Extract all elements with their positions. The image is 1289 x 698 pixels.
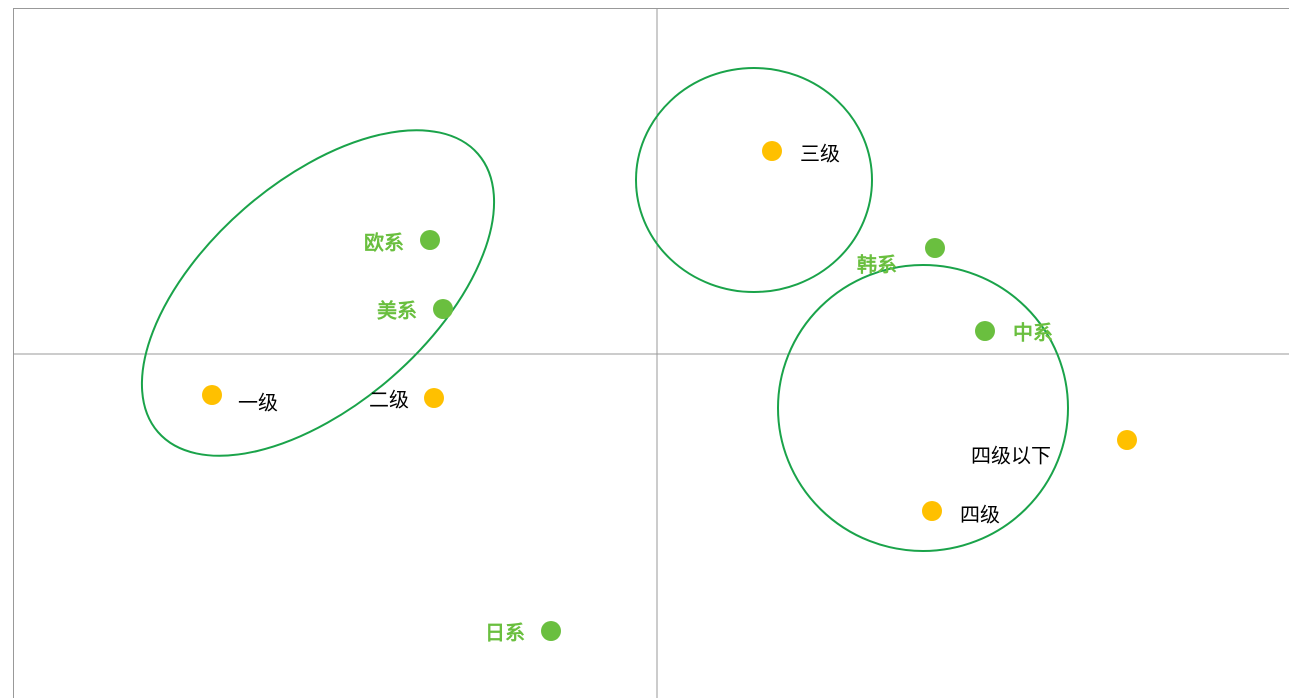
point-dot — [922, 501, 942, 521]
cluster-ring — [635, 67, 873, 293]
point-label: 韩系 — [857, 253, 897, 277]
point-dot — [975, 321, 995, 341]
point-dot — [433, 299, 453, 319]
point-dot — [424, 388, 444, 408]
cluster-ring — [140, 129, 496, 457]
point-label: 三级 — [800, 142, 840, 166]
point-dot — [420, 230, 440, 250]
point-dot — [1117, 430, 1137, 450]
frame — [13, 8, 1289, 698]
point-label: 欧系 — [364, 231, 404, 255]
point-dot — [541, 621, 561, 641]
point-dot — [925, 238, 945, 258]
point-dot — [202, 385, 222, 405]
point-label: 四级以下 — [971, 444, 1051, 468]
point-label: 美系 — [377, 299, 417, 323]
cluster-ring — [777, 264, 1069, 552]
point-label: 二级 — [369, 388, 409, 412]
point-label: 一级 — [238, 391, 278, 415]
point-dot — [762, 141, 782, 161]
point-label: 四级 — [960, 503, 1000, 527]
point-label: 日系 — [485, 621, 525, 645]
point-label: 中系 — [1013, 321, 1053, 345]
